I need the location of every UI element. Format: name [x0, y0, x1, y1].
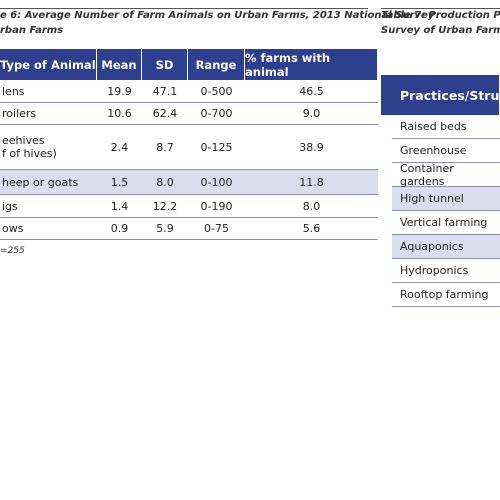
table-cell: 38.9 [245, 125, 378, 170]
table-cell: 8.7 [142, 125, 188, 170]
table-cell: Vertical farming [392, 211, 500, 235]
table-cell: 19.9 [97, 80, 142, 103]
table-cell: roilers [0, 103, 97, 125]
table-cell: Aquaponics [392, 235, 500, 259]
table-cell: Container gardens [392, 162, 500, 188]
table-title: Survey of Urban Farms [381, 25, 500, 36]
table-cell: 10.6 [97, 103, 142, 125]
column-header: % farms with animal [245, 49, 378, 80]
table-cell: 0-125 [188, 125, 245, 170]
table-title: rban Farms [0, 25, 64, 36]
top-rule [0, 8, 368, 9]
table-cell: 12.2 [142, 195, 188, 218]
table-cell: 0-700 [188, 103, 245, 125]
table-cell: Rooftop farming [392, 283, 500, 307]
table-cell: 9.0 [245, 103, 378, 125]
table-cell: ows [0, 218, 97, 240]
table-cell: 5.6 [245, 218, 378, 240]
table-cell: 0-190 [188, 195, 245, 218]
table-cell: 2.4 [97, 125, 142, 170]
table-cell: 1.4 [97, 195, 142, 218]
table-cell: heep or goats [0, 170, 97, 195]
table-cell: Greenhouse [392, 139, 500, 163]
table-note: =255 [0, 246, 25, 256]
column-header: Practices/Struct [381, 75, 500, 115]
table-cell: 8.0 [142, 170, 188, 195]
table-cell: 0-75 [188, 218, 245, 240]
table-cell: 46.5 [245, 80, 378, 103]
table-cell: Raised beds [392, 115, 500, 139]
table-cell: 0.9 [97, 218, 142, 240]
table-cell: eehives f of hives) [0, 125, 97, 170]
table-cell: High tunnel [392, 187, 500, 211]
column-header: SD [142, 49, 188, 80]
column-header: Range [188, 49, 245, 80]
column-header: Type of Animal [0, 49, 97, 80]
table-title: Table 7: Production Pr [381, 10, 500, 21]
table-cell: 62.4 [142, 103, 188, 125]
table-title: e 6: Average Number of Farm Animals on U… [0, 10, 435, 21]
table-cell: 8.0 [245, 195, 378, 218]
table-cell: 0-100 [188, 170, 245, 195]
top-rule [381, 8, 500, 9]
column-header: Mean [97, 49, 142, 80]
table-cell: 1.5 [97, 170, 142, 195]
table-cell: 11.8 [245, 170, 378, 195]
table-cell: 5.9 [142, 218, 188, 240]
table-cell: 47.1 [142, 80, 188, 103]
table-cell: lens [0, 80, 97, 103]
table-cell: igs [0, 195, 97, 218]
table-cell: Hydroponics [392, 259, 500, 283]
table-cell: 0-500 [188, 80, 245, 103]
